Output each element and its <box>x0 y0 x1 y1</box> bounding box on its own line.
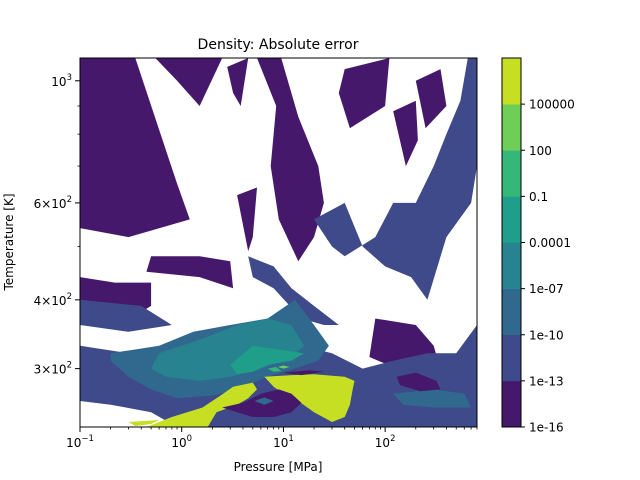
colorbar-band <box>502 242 521 289</box>
x-axis: 10−1 100 101 102 <box>66 427 478 450</box>
contour-region-level-1 <box>314 58 477 300</box>
colorbar-tick-label: 1e-10 <box>529 328 564 342</box>
contour-region-level-0 <box>237 187 257 252</box>
colorbar: 1e-16 1e-13 1e-10 1e-07 0.0001 0.1 100 100000 <box>501 57 575 435</box>
colorbar-band <box>502 380 521 428</box>
contour-region-level-0 <box>80 58 190 238</box>
contour-region-level-0 <box>283 370 324 376</box>
y-tick-label: 103 <box>51 73 72 89</box>
contour-region-level-4 <box>230 345 305 375</box>
contour-region-level-6 <box>277 365 290 369</box>
contour-region-level-7 <box>128 420 160 426</box>
y-axis: 3×102 4×102 6×102 103 <box>34 73 80 377</box>
contour-region-level-2 <box>393 389 472 408</box>
y-tick-label: 3×102 <box>34 361 72 377</box>
colorbar-tick-label: 100000 <box>529 98 575 112</box>
colorbar-tick-label: 0.0001 <box>529 236 571 250</box>
contour-region-level-0 <box>393 100 418 167</box>
colorbar-band <box>502 150 521 197</box>
contour-region-level-7 <box>264 374 355 422</box>
contour-region-level-0 <box>338 58 390 129</box>
contour-region-level-2 <box>254 397 274 405</box>
contour-region-level-7 <box>146 382 257 427</box>
contour-regions <box>80 58 477 427</box>
colorbar-band <box>502 288 521 336</box>
contour-region-level-5 <box>267 367 282 372</box>
contour-region-level-0 <box>227 58 249 106</box>
colorbar-band <box>502 334 521 382</box>
chart-title: Density: Absolute error <box>198 37 359 53</box>
colorbar-tick-label: 1e-16 <box>529 421 564 435</box>
contour-region-level-0 <box>252 407 284 416</box>
y-axis-label: Temperature [K] <box>2 193 16 291</box>
contour-region-level-0 <box>155 58 223 106</box>
x-axis-label: Pressure [MPa] <box>234 460 323 474</box>
colorbar-tick-label: 1e-13 <box>529 374 564 388</box>
x-tick-label: 102 <box>375 434 396 450</box>
colorbar-tick-label: 0.1 <box>529 190 548 204</box>
y-tick-label: 4×102 <box>34 292 72 308</box>
x-tick-label: 10−1 <box>66 434 94 450</box>
contour-region-level-0 <box>396 372 441 392</box>
contour-region-level-0 <box>415 69 447 129</box>
contour-region-level-0 <box>146 256 234 289</box>
colorbar-band <box>502 196 521 243</box>
x-tick-label: 100 <box>171 434 192 450</box>
colorbar-band <box>502 104 521 151</box>
contour-region-level-1 <box>248 256 339 325</box>
contour-region-level-0 <box>257 58 324 262</box>
contour-region-level-1 <box>80 299 172 332</box>
colorbar-tick-label: 100 <box>529 144 552 158</box>
colorbar-tick-label: 1e-07 <box>529 282 564 296</box>
colorbar-band <box>502 58 521 105</box>
y-tick-label: 6×102 <box>34 195 72 211</box>
x-tick-label: 101 <box>273 434 294 450</box>
